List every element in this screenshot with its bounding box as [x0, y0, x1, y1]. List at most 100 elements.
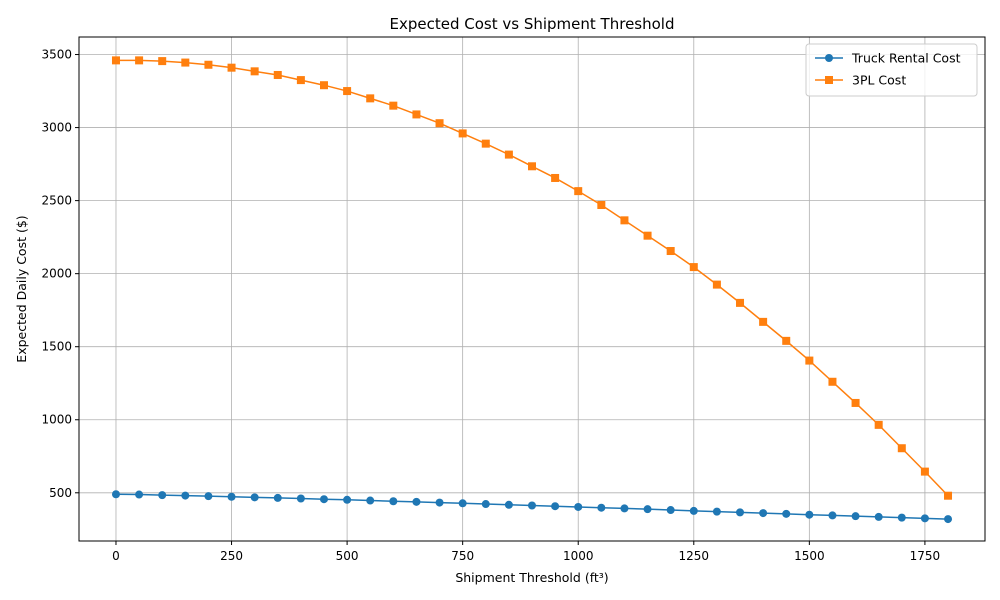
- data-point: [759, 509, 768, 518]
- data-point: [851, 398, 860, 407]
- legend-marker: [825, 54, 833, 62]
- x-tick-label: 750: [451, 549, 474, 563]
- legend-marker: [825, 76, 833, 84]
- data-point: [805, 510, 814, 519]
- data-point: [458, 129, 467, 138]
- data-point: [296, 494, 305, 503]
- data-point: [666, 506, 675, 515]
- data-point: [666, 247, 675, 256]
- data-point: [504, 500, 513, 509]
- series-line: [115, 59, 949, 497]
- data-point: [620, 216, 629, 225]
- legend-label: 3PL Cost: [852, 73, 906, 88]
- data-point: [227, 63, 236, 72]
- data-point: [458, 499, 467, 508]
- data-point: [712, 280, 721, 289]
- data-point: [851, 512, 860, 521]
- data-point: [273, 70, 282, 79]
- data-point: [250, 67, 259, 76]
- x-tick-label: 1000: [563, 549, 594, 563]
- data-point: [551, 502, 560, 511]
- data-point: [181, 491, 190, 500]
- x-tick-label: 250: [220, 549, 243, 563]
- data-point: [135, 56, 144, 65]
- data-point: [273, 493, 282, 502]
- y-tick-label: 1000: [41, 413, 72, 427]
- data-point: [712, 507, 721, 516]
- data-point: [111, 56, 120, 65]
- data-point: [412, 110, 421, 119]
- y-tick-label: 3000: [41, 121, 72, 135]
- data-point: [874, 512, 883, 521]
- data-point: [574, 502, 583, 511]
- data-point: [204, 60, 213, 69]
- data-point: [504, 150, 513, 159]
- data-point: [643, 505, 652, 514]
- x-tick-label: 1750: [910, 549, 941, 563]
- data-point: [689, 263, 698, 272]
- data-point: [874, 420, 883, 429]
- data-point: [551, 173, 560, 182]
- data-point: [897, 444, 906, 453]
- data-point: [158, 491, 167, 500]
- data-point: [620, 504, 629, 513]
- data-point: [158, 57, 167, 66]
- data-point: [759, 317, 768, 326]
- data-point: [944, 491, 953, 500]
- data-point: [204, 492, 213, 501]
- data-point: [920, 514, 929, 523]
- y-axis-label: Expected Daily Cost ($): [14, 215, 29, 362]
- data-point: [435, 119, 444, 128]
- data-point: [828, 377, 837, 386]
- legend-box: [805, 43, 978, 97]
- y-tick-label: 500: [49, 486, 72, 500]
- data-point: [343, 87, 352, 96]
- data-point: [435, 498, 444, 507]
- data-point: [689, 506, 698, 515]
- data-point: [897, 513, 906, 522]
- y-tick-label: 1500: [41, 340, 72, 354]
- series-group: [111, 56, 953, 524]
- data-point: [135, 490, 144, 499]
- data-point: [481, 500, 490, 509]
- data-point: [736, 508, 745, 517]
- y-axis-ticks: 500 1000 1500 2000 2500 3000 3500: [41, 48, 79, 500]
- x-tick-label: 1500: [794, 549, 825, 563]
- data-point: [366, 496, 375, 505]
- grid: [79, 37, 985, 541]
- x-axis-label: Shipment Threshold (ft³): [455, 570, 608, 585]
- legend-entry: Truck Rental Cost: [815, 51, 961, 66]
- data-point: [528, 162, 536, 171]
- series-3pl-cost: [111, 56, 953, 500]
- data-point: [828, 511, 837, 520]
- data-point: [920, 467, 929, 476]
- y-tick-label: 3500: [41, 48, 72, 62]
- data-point: [319, 495, 328, 504]
- data-point: [805, 356, 814, 365]
- chart-title: Expected Cost vs Shipment Threshold: [390, 15, 675, 33]
- data-point: [250, 493, 259, 502]
- series-truck-rental-cost: [111, 490, 953, 524]
- x-tick-label: 1250: [679, 549, 710, 563]
- y-tick-label: 2000: [41, 267, 72, 281]
- data-point: [736, 298, 745, 307]
- data-point: [343, 495, 352, 504]
- data-point: [481, 139, 490, 148]
- data-point: [597, 201, 606, 209]
- data-point: [296, 76, 305, 85]
- data-point: [111, 490, 120, 499]
- x-tick-label: 500: [336, 549, 359, 563]
- legend-label: Truck Rental Cost: [851, 51, 961, 66]
- plot-frame: [78, 36, 986, 542]
- x-axis-ticks: 0 250 500 750 1000 1250 1500 1750: [112, 541, 940, 563]
- data-point: [643, 231, 652, 240]
- x-tick-label: 0: [112, 549, 120, 563]
- data-point: [574, 187, 583, 196]
- data-point: [782, 509, 791, 518]
- legend-entry: 3PL Cost: [815, 73, 906, 88]
- data-point: [944, 515, 953, 524]
- data-point: [319, 81, 328, 90]
- data-point: [181, 58, 190, 67]
- legend: Truck Rental Cost 3PL Cost: [805, 43, 978, 97]
